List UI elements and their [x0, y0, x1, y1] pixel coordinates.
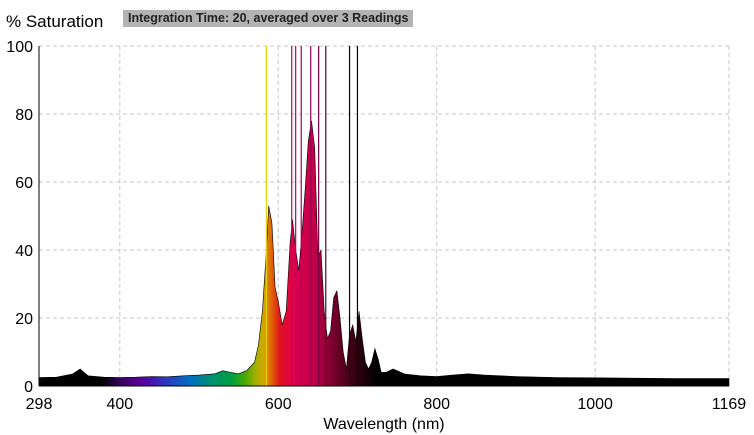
- x-tick-label: 400: [106, 396, 133, 413]
- grid-lines: [39, 45, 730, 386]
- spectrum-area: [38, 120, 730, 387]
- y-tick-label: 0: [24, 379, 33, 396]
- integration-info-badge: Integration Time: 20, averaged over 3 Re…: [123, 10, 414, 27]
- data-area-group: [38, 120, 730, 387]
- y-axis-title: % Saturation: [6, 12, 104, 31]
- y-tick-labels: 0 20 40 60 80 100: [6, 39, 33, 396]
- y-tick-label: 60: [15, 175, 33, 192]
- x-tick-label: 800: [423, 396, 450, 413]
- x-axis-title: Wavelength (nm): [323, 416, 444, 433]
- axes-group: [38, 46, 729, 387]
- x-tick-label: 600: [265, 396, 292, 413]
- x-tick-label: 298: [26, 396, 53, 413]
- x-tick-label: 1000: [577, 396, 613, 413]
- saturation-lines-group: [265, 46, 359, 386]
- y-tick-label: 100: [6, 39, 33, 56]
- y-tick-label: 20: [15, 311, 33, 328]
- y-tick-label: 80: [15, 107, 33, 124]
- x-tick-labels: 298 400 600 800 1000 1169: [26, 396, 747, 413]
- x-tick-label: 1169: [712, 396, 747, 413]
- y-tick-label: 40: [15, 243, 33, 260]
